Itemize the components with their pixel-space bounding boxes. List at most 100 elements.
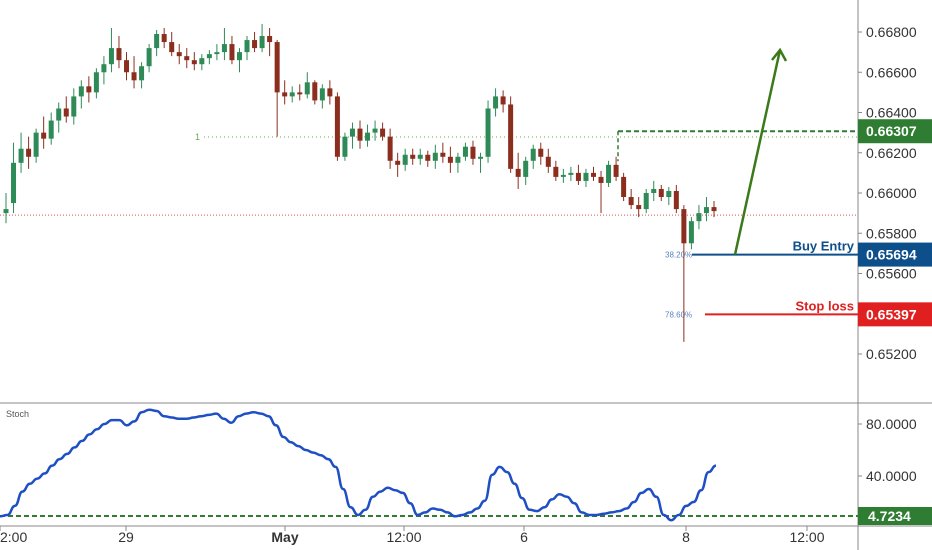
resistance-price-tag xyxy=(858,119,932,144)
candle-body xyxy=(252,40,258,49)
stoch-pane: Stoch 80.0000 40.0000 4.7234 xyxy=(0,408,932,525)
price-tick-label: 0.65800 xyxy=(866,225,917,241)
candle-body xyxy=(538,148,544,157)
candle-body xyxy=(681,209,687,244)
candle-body xyxy=(613,164,619,177)
candle-body xyxy=(139,66,145,81)
candle-body xyxy=(56,108,62,121)
candle-body xyxy=(651,188,657,193)
buy-entry-price-tag xyxy=(858,242,932,267)
price-tick-label: 0.66000 xyxy=(866,185,917,201)
candle-body xyxy=(146,48,152,67)
x-tick-label: 12:00 xyxy=(386,529,421,545)
candle-body xyxy=(606,164,612,183)
candle-body xyxy=(455,156,461,163)
candle-body xyxy=(63,108,69,117)
candle-body xyxy=(221,44,227,53)
candle-body xyxy=(545,156,551,167)
candle-body xyxy=(575,172,581,181)
candle-body xyxy=(410,154,416,159)
candle-body xyxy=(206,54,212,59)
resistance-price-text: 0.66307 xyxy=(866,123,917,139)
candle-body xyxy=(508,104,514,169)
candle-body xyxy=(365,132,371,141)
projection-arrow-head xyxy=(771,47,788,62)
candle-body xyxy=(711,207,717,212)
candle-body xyxy=(169,42,175,53)
stoch-line xyxy=(0,408,717,522)
candle-body xyxy=(93,72,99,93)
candle-body xyxy=(214,52,220,55)
candle-body xyxy=(319,88,325,101)
candle-body xyxy=(636,205,642,210)
candle-body xyxy=(154,34,160,49)
candle-body xyxy=(297,92,303,95)
candle-body xyxy=(244,40,250,53)
candle-body xyxy=(176,52,182,57)
x-tick-label: 12:00 xyxy=(789,529,824,545)
candle-body xyxy=(485,108,491,157)
candle-body xyxy=(493,96,499,109)
stoch-tick-label: 80.0000 xyxy=(866,416,917,432)
buy-entry-price-text: 0.65694 xyxy=(866,247,917,263)
x-tick-label: 8 xyxy=(682,529,690,545)
candle-body xyxy=(236,52,242,61)
candle-body xyxy=(18,148,24,163)
candle-body xyxy=(334,96,340,157)
candle-body xyxy=(673,190,679,210)
candle-body xyxy=(598,176,604,183)
candle-body xyxy=(124,60,130,73)
candle-body xyxy=(116,48,122,61)
candle-body xyxy=(696,213,702,222)
projection-arrow-shaft xyxy=(733,49,782,255)
stoch-tick-label: 40.0000 xyxy=(866,468,917,484)
candle-body xyxy=(402,154,408,165)
candle-body xyxy=(372,128,378,133)
price-tick-label: 0.66600 xyxy=(866,64,917,80)
buy-entry-label: Buy Entry xyxy=(793,239,855,254)
candle-body xyxy=(101,64,107,73)
candle-body xyxy=(71,96,77,117)
stop-loss-price-text: 0.65397 xyxy=(866,306,917,322)
candle-body xyxy=(590,172,596,177)
fib-382-label: 38.20% xyxy=(665,251,692,260)
candle-body xyxy=(289,92,295,97)
x-tick-label: 2:00 xyxy=(0,529,27,545)
candle-body xyxy=(199,58,205,65)
stop-loss-label: Stop loss xyxy=(795,298,854,313)
candle-body xyxy=(342,136,348,157)
x-tick-label: May xyxy=(271,529,298,545)
stoch-support-tag xyxy=(858,507,932,525)
candle-body xyxy=(447,156,453,163)
price-tick-label: 0.65200 xyxy=(866,346,917,362)
candle-body xyxy=(327,88,333,97)
candle-body xyxy=(553,166,559,177)
candle-body xyxy=(229,44,235,61)
candle-body xyxy=(304,82,310,95)
candle-body xyxy=(462,146,468,157)
candle-body xyxy=(432,152,438,161)
x-axis: 2:00 29 May 12:00 6 8 12:00 xyxy=(0,525,932,545)
candle-body xyxy=(267,36,273,43)
candle-body xyxy=(560,174,566,177)
stop-loss-price-tag xyxy=(858,302,932,327)
fib-level-1-label: 1 xyxy=(195,132,200,142)
candle-body xyxy=(387,136,393,161)
candle-body xyxy=(500,96,506,105)
candle-body xyxy=(583,172,589,181)
candle-body xyxy=(380,128,386,137)
candle-body xyxy=(86,86,92,93)
candle-body xyxy=(282,92,288,97)
x-tick-label: 29 xyxy=(118,529,134,545)
candle-body xyxy=(658,188,664,198)
candle-body xyxy=(11,162,17,204)
candle-body xyxy=(417,154,423,159)
candle-body xyxy=(568,172,574,175)
candle-body xyxy=(184,56,190,61)
candle-body xyxy=(161,34,167,43)
candle-body xyxy=(191,60,197,65)
candle-body xyxy=(357,128,363,141)
candle-body xyxy=(478,156,484,159)
